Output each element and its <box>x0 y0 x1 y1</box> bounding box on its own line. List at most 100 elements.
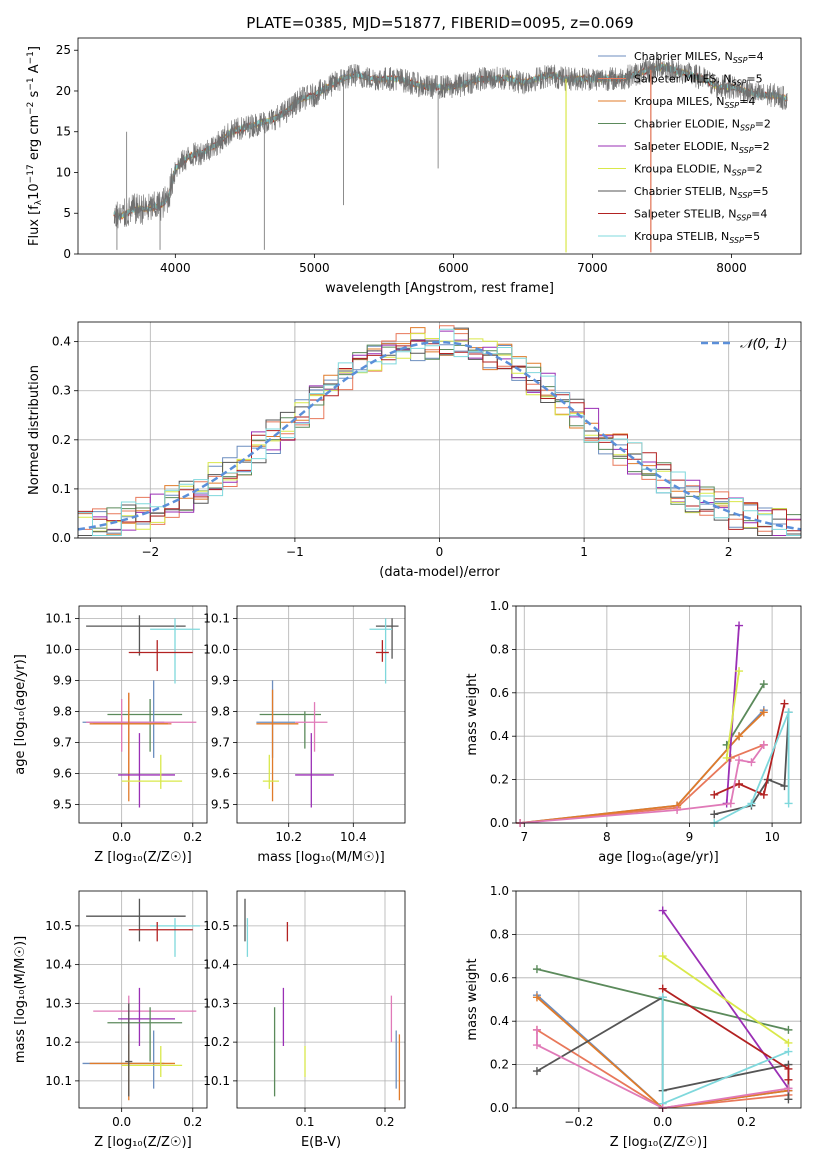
x-tick-label: 5000 <box>299 261 330 275</box>
y-axis-label: mass weight <box>465 958 480 1040</box>
x-tick-label: 2 <box>725 545 733 559</box>
y-tick-label: 9.8 <box>211 704 230 718</box>
series-line <box>520 711 765 824</box>
y-tick-label: 9.5 <box>211 797 230 811</box>
series-line <box>536 1029 789 1109</box>
x-tick-label: −0.2 <box>564 1115 593 1129</box>
x-tick-label: 10 <box>764 830 779 844</box>
plot-age-vs-mass: 10.2 10.4 9.5 9.6 9.7 9.8 9.9 10.0 10.1 mass [log… <box>203 605 406 865</box>
x-axis-label: Z [log₁₀(Z/Z☉)] <box>94 1135 191 1150</box>
data-point-marker <box>759 740 768 749</box>
axes-frame <box>77 321 802 539</box>
y-axis-label: Normed distribution <box>27 365 42 495</box>
y-tick-label: 5 <box>63 206 71 220</box>
legend-label: Chabrier ELODIE, NSSP=2 <box>634 118 771 133</box>
axes-frame <box>77 37 802 255</box>
data-point-marker <box>735 621 744 630</box>
chart-layer: 4000 5000 6000 7000 80000510152025wavelength… <box>13 37 802 1150</box>
series-line <box>662 955 789 1044</box>
y-tick-label: 0.6 <box>490 686 509 700</box>
legend-label: Salpeter MILES, NSSP=5 <box>634 73 763 88</box>
x-tick-label: 9 <box>686 830 694 844</box>
y-tick-label: 0.6 <box>490 971 509 985</box>
data-point-marker <box>759 790 768 799</box>
plot-content-age-vs-Z <box>82 615 200 808</box>
x-tick-label: 10.2 <box>275 830 302 844</box>
legend-label: Chabrier MILES, NSSP=4 <box>634 50 764 65</box>
data-point-marker <box>658 906 667 915</box>
y-axis-label: mass weight <box>465 673 480 755</box>
y-tick-label: 10.4 <box>45 958 72 972</box>
plot-age-vs-Z: 0.0 0.2 9.5 9.6 9.7 9.8 9.9 10.0 10.1 Z [log₁₀(Z/… <box>13 605 208 865</box>
axes-frame <box>515 890 802 1109</box>
x-tick-label: 0.1 <box>295 1115 314 1129</box>
x-tick-label: 8 <box>603 830 611 844</box>
x-tick-label: 7 <box>520 830 528 844</box>
data-point-marker <box>726 799 735 808</box>
x-tick-label: 0.2 <box>183 1115 202 1129</box>
y-tick-label: 0 <box>63 247 71 261</box>
y-tick-label: 0.2 <box>490 1058 509 1072</box>
data-point-marker <box>759 680 768 689</box>
y-tick-label: 10.5 <box>203 919 230 933</box>
x-tick-label: 0.2 <box>737 1115 756 1129</box>
plot-content-mass-vs-EBV <box>244 898 401 1101</box>
y-tick-label: 9.9 <box>53 673 72 687</box>
x-axis-label: E(B-V) <box>301 1135 341 1150</box>
data-point-marker <box>658 993 667 1002</box>
figure-title: PLATE=0385, MJD=51877, FIBERID=0095, z=0… <box>246 14 633 32</box>
y-tick-label: 10.3 <box>203 996 230 1010</box>
plot-massweight-vs-age: 7 8 9 10 0.0 0.2 0.4 0.6 0.8 1.0 age [log₁₀(age/yr… <box>465 599 802 865</box>
y-tick-label: 0.2 <box>52 433 71 447</box>
y-tick-label: 10.0 <box>203 642 230 656</box>
data-point-marker <box>784 708 793 717</box>
legend-label: Kroupa ELODIE, NSSP=2 <box>634 163 763 178</box>
x-axis-label: (data-model)/error <box>379 565 500 580</box>
y-tick-label: 10.1 <box>203 611 230 625</box>
data-point-marker <box>532 1025 541 1034</box>
y-tick-label: 10.2 <box>45 1035 72 1049</box>
axes-frame <box>515 605 802 824</box>
y-tick-label: 10.1 <box>45 1074 72 1088</box>
spectrum-legend: Chabrier MILES, NSSP=4 Salpeter MILES, NS… <box>598 50 771 245</box>
y-tick-label: 15 <box>56 125 71 139</box>
legend-label: Salpeter ELODIE, NSSP=2 <box>634 140 770 155</box>
data-point-marker <box>784 1095 793 1104</box>
data-point-marker <box>784 1064 793 1073</box>
x-axis-label: Z [log₁₀(Z/Z☉)] <box>610 1135 707 1150</box>
data-point-marker <box>784 799 793 808</box>
plot-residuals: −2 −1 0 1 2 0.0 0.1 0.2 0.3 0.4 (data-model)/error… <box>27 321 802 580</box>
x-tick-label: 7000 <box>577 261 608 275</box>
data-point-marker <box>780 699 789 708</box>
data-point-marker <box>673 805 682 814</box>
y-axis-label: age [log₁₀(age/yr)] <box>13 654 28 775</box>
y-tick-label: 9.6 <box>211 766 230 780</box>
x-axis-label: age [log₁₀(age/yr)] <box>598 850 719 865</box>
data-point-marker <box>658 952 667 961</box>
series-line <box>662 987 790 1080</box>
x-axis-label: Z [log₁₀(Z/Z☉)] <box>94 850 191 865</box>
plot-content-spectrum <box>113 55 788 253</box>
data-point-marker <box>735 732 744 741</box>
data-point-marker <box>532 993 541 1002</box>
y-tick-label: 0.0 <box>52 531 71 545</box>
y-tick-label: 10.0 <box>45 642 72 656</box>
plot-content-mass-vs-Z <box>82 898 200 1101</box>
y-tick-label: 9.9 <box>211 673 230 687</box>
x-axis-label: wavelength [Angstrom, rest frame] <box>325 281 554 296</box>
data-point-marker <box>532 1041 541 1050</box>
y-tick-label: 0.8 <box>490 927 509 941</box>
x-tick-label: 10.4 <box>340 830 367 844</box>
legend-label: Chabrier STELIB, NSSP=5 <box>634 185 768 200</box>
x-tick-label: 0 <box>436 545 444 559</box>
data-point-marker <box>784 1084 793 1093</box>
x-tick-label: −1 <box>286 545 304 559</box>
y-tick-label: 0.2 <box>490 773 509 787</box>
x-tick-label: 6000 <box>438 261 469 275</box>
y-tick-label: 9.7 <box>211 735 230 749</box>
y-tick-label: 0.0 <box>490 1101 509 1115</box>
data-point-marker <box>532 1067 541 1076</box>
series-line <box>661 997 789 1106</box>
axes-frame <box>236 890 406 1109</box>
